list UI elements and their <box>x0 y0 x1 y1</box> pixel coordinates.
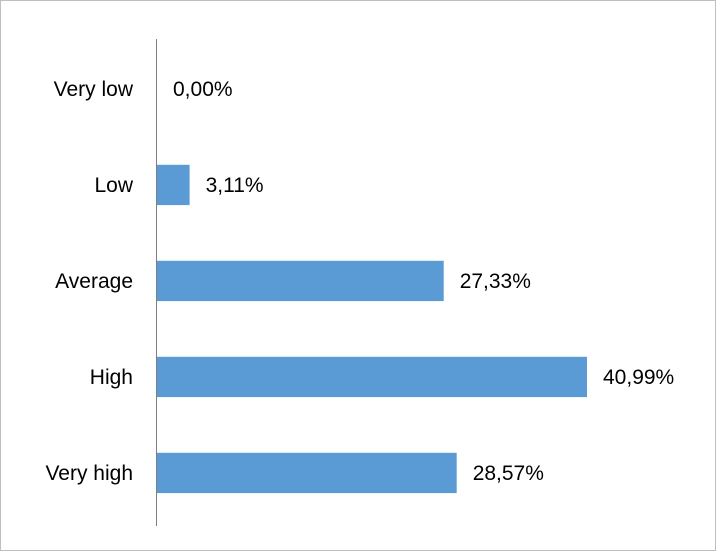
data-label: 0,00% <box>173 78 233 101</box>
category-label: Low <box>94 174 133 197</box>
data-labels: 0,00% 3,11% 27,33% 40,99% 28,57% <box>173 78 674 485</box>
data-label: 3,11% <box>206 174 264 197</box>
bar-average <box>157 260 444 302</box>
data-label: 28,57% <box>473 462 544 485</box>
bar-high <box>157 356 587 398</box>
category-label: Very high <box>45 462 133 485</box>
data-label: 40,99% <box>603 366 674 389</box>
bars-layer <box>157 164 587 494</box>
category-labels: Very low Low Average High Very high <box>45 78 133 485</box>
data-label: 27,33% <box>460 270 531 293</box>
bar-very-high <box>157 452 457 494</box>
category-label: Very low <box>54 78 134 101</box>
bar-low <box>157 164 190 206</box>
category-label: Average <box>55 270 133 293</box>
category-label: High <box>90 366 133 389</box>
